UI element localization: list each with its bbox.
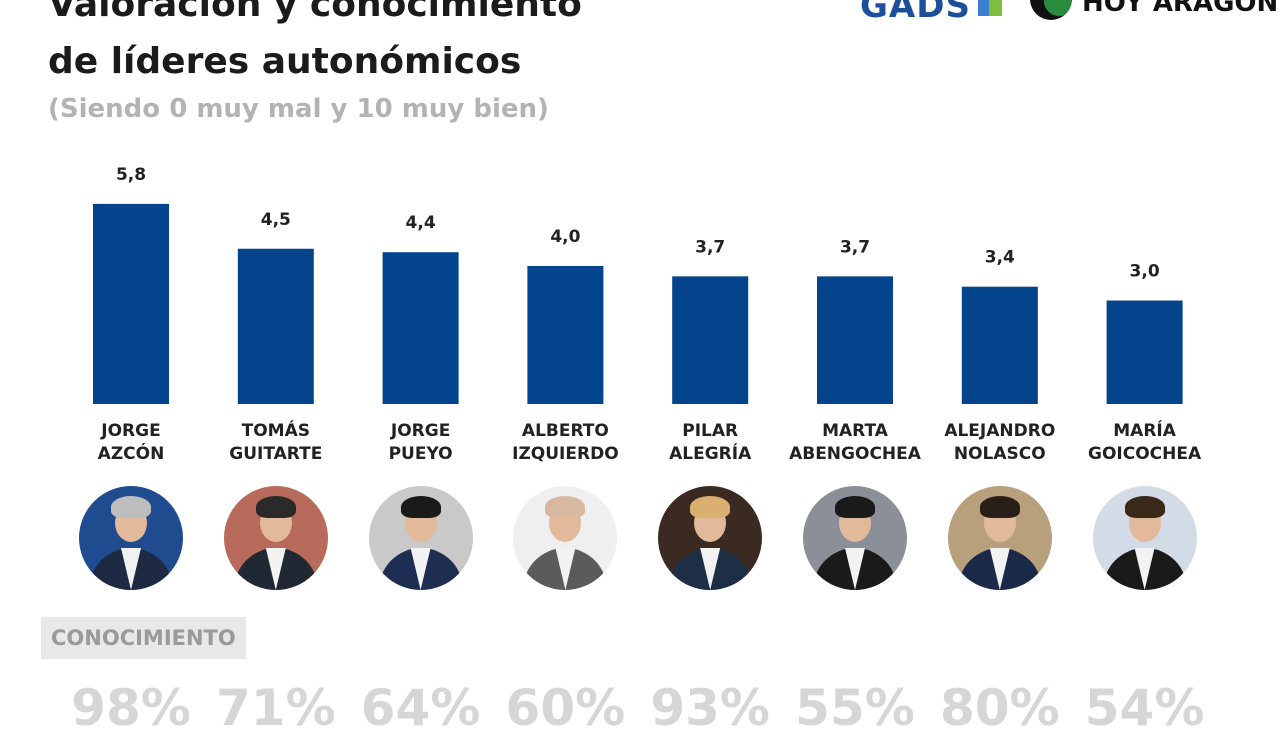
bar-value-label-8: 3,0 [1130,262,1160,282]
conocimiento-value-1: 98% [71,679,191,737]
bar-8 [1106,300,1183,404]
conocimiento-value-5: 93% [650,679,771,737]
candidate-photo-6 [803,486,907,590]
conocimiento-value-8: 54% [1084,679,1205,737]
bar-7 [961,286,1038,404]
candidate-name-line-2: NOLASCO [953,444,1046,464]
candidate-name-3: JORGE PUEYO [346,420,496,466]
candidate-photos [0,486,1280,590]
gad-logo: GADS [860,0,971,26]
bar-2 [237,248,314,404]
hoy-aragon-logo: HOY ARAGÓN [1082,0,1279,18]
bar-value-label-3: 4,4 [406,213,436,233]
candidate-name-line-1: JORGE [390,421,451,441]
candidate-photo-3 [368,486,473,590]
avatar-hair [690,496,731,518]
candidate-name-1: JORGE AZCÓN [56,420,206,466]
candidate-names: JORGE AZCÓN TOMÁS GUITARTE JORGE PUEYO ALBERTO… [0,420,1280,470]
chart-title-line-2: de líderes autonómicos [48,41,522,82]
candidate-name-5: PILAR ALEGRÍA [635,420,785,466]
candidate-photo-2 [223,486,328,590]
candidate-photo-7 [947,486,1052,590]
candidate-photo-5 [658,486,763,590]
avatar-hair [1124,496,1165,518]
conocimiento-value-3: 64% [360,679,481,737]
conocimiento-value-4: 60% [505,679,626,737]
conocimiento-value-7: 80% [939,679,1060,737]
avatar-hair [111,496,151,518]
candidate-name-line-1: ALBERTO [521,421,609,441]
conocimiento-value-6: 55% [795,679,915,737]
bar-1 [93,203,169,404]
bar-value-label-6: 3,7 [840,237,870,257]
bar-value-label-5: 3,7 [695,237,725,257]
bar-3 [382,252,459,404]
candidate-name-line-1: MARÍA [1113,421,1176,441]
avatar-hair [400,496,441,518]
bar-4 [527,266,604,404]
candidate-name-6: MARTA ABENGOCHEA [780,420,930,466]
candidate-name-line-1: MARTA [822,421,888,441]
avatar-hair [979,496,1020,518]
conocimiento-value-2: 71% [215,679,336,737]
chart-title: Valoración y conocimiento de líderes aut… [48,0,768,90]
candidate-name-line-2: GOICOCHEA [1088,444,1202,464]
bar-value-label-1: 5,8 [116,165,146,185]
hoy-aragon-logo-mark [1030,0,1072,20]
bar-6 [817,276,893,404]
candidate-name-line-1: PILAR [682,421,739,441]
candidate-name-line-2: IZQUIERDO [512,444,619,464]
logos: GADS HOY ARAGÓN [840,0,1280,30]
conocimiento-values: 98% 71% 64% 60% 93% 55% 80% 54% [0,678,1280,738]
candidate-photo-1 [79,486,183,590]
candidate-name-8: MARÍA GOICOCHEA [1070,420,1220,466]
candidate-photo-4 [513,486,618,590]
candidate-name-4: ALBERTO IZQUIERDO [490,420,640,466]
bar-value-label-4: 4,0 [550,227,580,247]
candidate-name-7: ALEJANDRO NOLASCO [925,420,1075,466]
candidate-photo-8 [1092,486,1197,590]
gad-logo-mark [978,0,1002,16]
candidate-name-line-2: AZCÓN [97,444,165,464]
candidate-name-line-2: GUITARTE [229,444,323,464]
chart-title-line-1: Valoración y conocimiento [48,0,582,25]
candidate-name-line-1: JORGE [101,421,161,441]
bar-5 [672,276,749,404]
avatar-hair [545,496,586,518]
bar-value-label-7: 3,4 [985,248,1015,268]
candidate-name-line-2: ALEGRÍA [669,444,752,464]
candidate-name-line-1: TOMÁS [241,421,310,441]
candidate-name-line-1: ALEJANDRO [944,421,1056,441]
avatar-hair [835,496,875,518]
conocimiento-label: CONOCIMIENTO [41,617,246,659]
candidate-name-2: TOMÁS GUITARTE [201,420,351,466]
bar-chart: 5,8 4,5 4,4 4,0 3,7 3,7 3,4 3,0 [93,165,1183,404]
candidate-name-line-2: ABENGOCHEA [789,444,921,464]
bar-value-label-2: 4,5 [261,210,291,230]
chart-subtitle: (Siendo 0 muy mal y 10 muy bien) [48,94,549,124]
candidate-name-line-2: PUEYO [388,444,453,464]
avatar-hair [255,496,296,518]
